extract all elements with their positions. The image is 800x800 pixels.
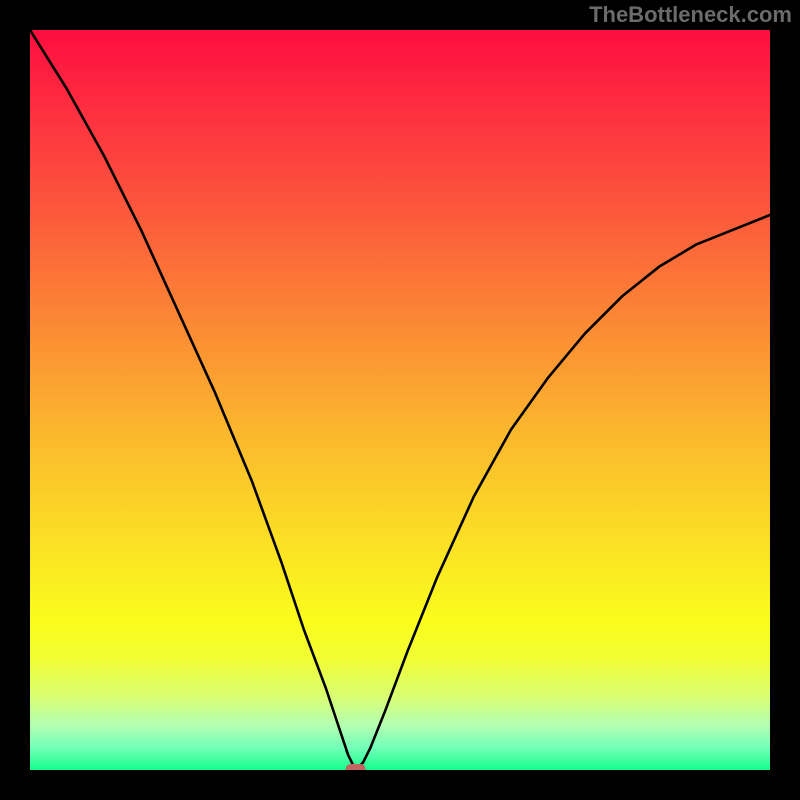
bottleneck-chart (0, 0, 800, 800)
gradient-background (30, 30, 770, 770)
